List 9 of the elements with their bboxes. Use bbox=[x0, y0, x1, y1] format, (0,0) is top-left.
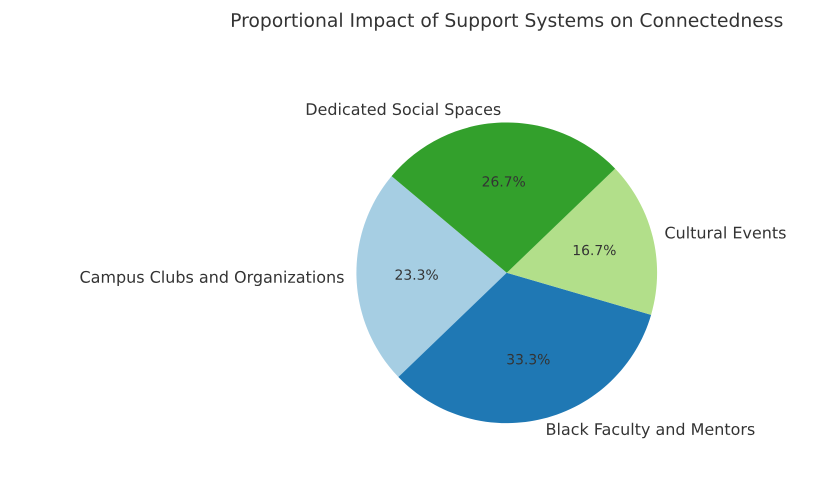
data-label: 23.3% bbox=[396, 269, 438, 280]
data-label: 33.3% bbox=[507, 354, 550, 364]
slice-label: Dedicated Social Spaces bbox=[306, 102, 500, 118]
slice-label: Cultural Events bbox=[665, 226, 786, 239]
slice-label: Black Faculty and Mentors bbox=[547, 422, 754, 438]
data-label: 26.7% bbox=[482, 176, 525, 187]
data-label: 16.7% bbox=[574, 244, 616, 256]
slice-label: Campus Clubs and Organizations bbox=[80, 270, 344, 286]
chart-title: Proportional Impact of Support Systems on Connectedness bbox=[232, 12, 782, 31]
